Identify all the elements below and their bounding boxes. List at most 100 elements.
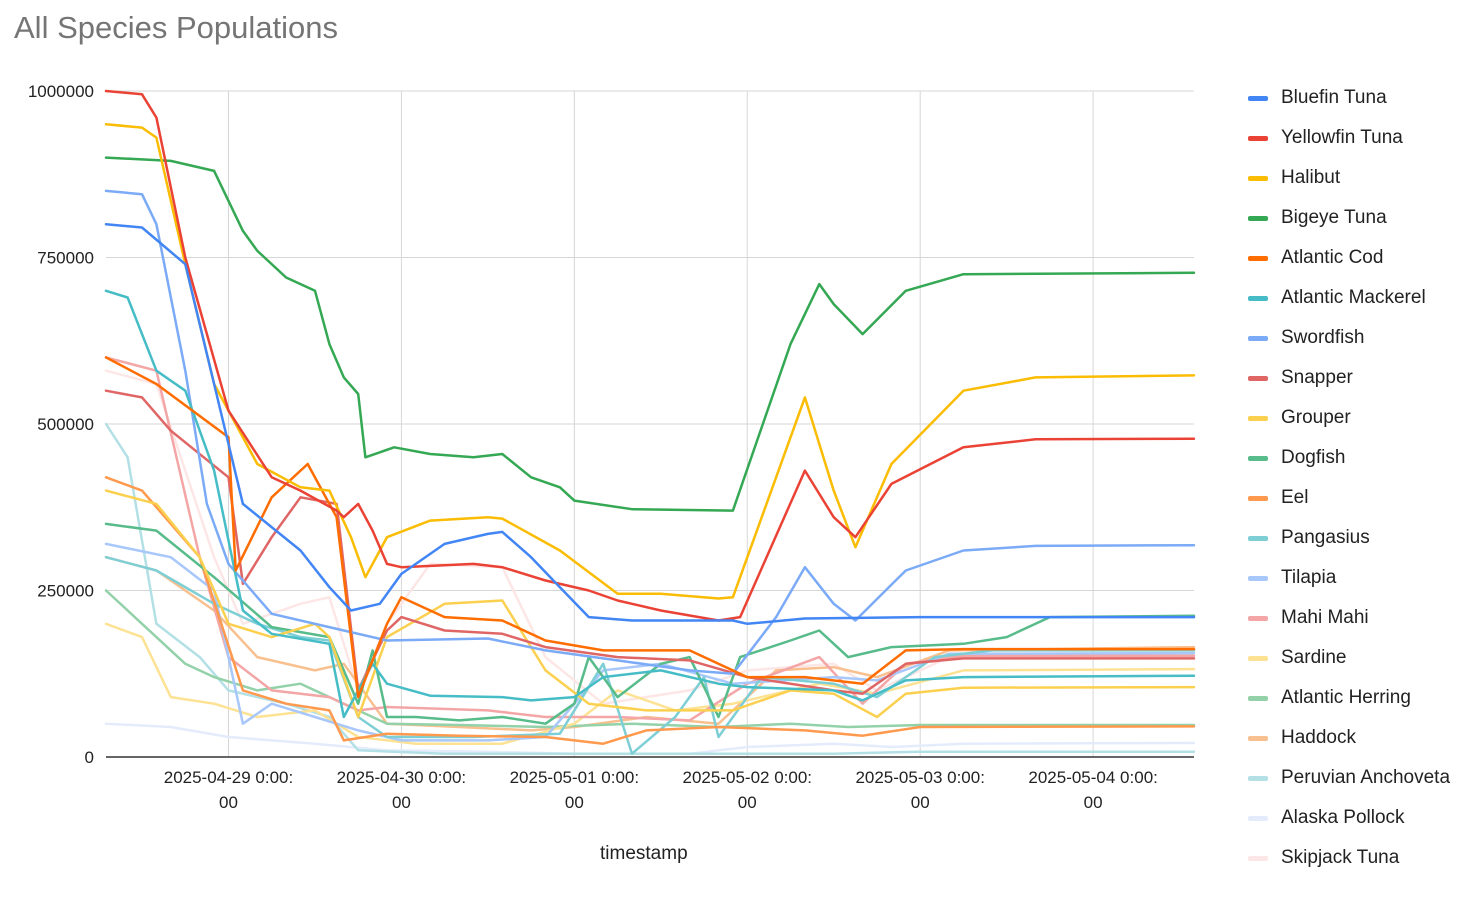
legend-swatch	[1248, 135, 1268, 141]
series-line	[104, 522, 1196, 725]
x-tick-label: 2025-05-02 0:00:	[683, 768, 813, 787]
legend-swatch	[1248, 95, 1268, 101]
legend-item: Haddock	[1248, 718, 1473, 758]
legend-swatch	[1248, 775, 1268, 781]
legend-item: Pangasius	[1248, 518, 1473, 558]
legend-item: Skipjack Tuna	[1248, 838, 1473, 878]
x-tick-label: 2025-04-29 0:00:	[164, 768, 294, 787]
legend-label: Atlantic Mackerel	[1281, 287, 1426, 308]
x-tick-label: 00	[1084, 793, 1103, 812]
legend-swatch	[1248, 415, 1268, 421]
legend-label: Yellowfin Tuna	[1281, 127, 1403, 148]
x-tick-label: 00	[911, 793, 930, 812]
series-line	[104, 389, 1196, 695]
legend-item: Tilapia	[1248, 558, 1473, 598]
series-line	[104, 89, 1196, 622]
series-line	[104, 189, 1196, 676]
legend-label: Haddock	[1281, 727, 1356, 748]
series-line	[104, 356, 1196, 699]
legend-item: Dogfish	[1248, 438, 1473, 478]
x-tick-label: 00	[738, 793, 757, 812]
series-line	[104, 589, 1196, 729]
series-line	[104, 542, 1196, 742]
y-tick-label: 0	[85, 748, 94, 767]
series-line	[104, 422, 1196, 755]
legend-label: Dogfish	[1281, 447, 1346, 468]
x-tick-label: 00	[392, 793, 411, 812]
x-tick-label: 2025-04-30 0:00:	[337, 768, 467, 787]
legend-swatch	[1248, 335, 1268, 341]
legend-item: Bigeye Tuna	[1248, 198, 1473, 238]
legend-label: Halibut	[1281, 167, 1341, 188]
legend-item: Eel	[1248, 478, 1473, 518]
gridlines	[106, 90, 1194, 757]
legend-item: Atlantic Herring	[1248, 678, 1473, 718]
x-axis-label: timestamp	[600, 843, 688, 864]
legend-item: Sardine	[1248, 638, 1473, 678]
legend-item: Atlantic Cod	[1248, 238, 1473, 278]
legend-swatch	[1248, 735, 1268, 741]
legend-label: Eel	[1281, 487, 1309, 508]
legend-swatch	[1248, 615, 1268, 621]
series-line	[104, 156, 1196, 512]
axes: 0 250000 500000 750000 1000000 2025-04-29 0:0…	[28, 82, 1194, 812]
series-line	[104, 622, 1196, 745]
legend-item: Atlantic Mackerel	[1248, 278, 1473, 318]
legend-swatch	[1248, 535, 1268, 541]
legend-swatch	[1248, 575, 1268, 581]
legend-swatch	[1248, 695, 1268, 701]
legend-label: Alaska Pollock	[1281, 807, 1405, 828]
legend-label: Atlantic Cod	[1281, 247, 1384, 268]
legend: Bluefin Tuna Yellowfin Tuna Halibut Bigeye …	[1248, 78, 1473, 878]
legend-label: Mahi Mahi	[1281, 607, 1369, 628]
legend-swatch	[1248, 375, 1268, 381]
x-tick-label: 2025-05-01 0:00:	[510, 768, 640, 787]
legend-swatch	[1248, 455, 1268, 461]
legend-item: Snapper	[1248, 358, 1473, 398]
series-line	[104, 476, 1196, 745]
legend-swatch	[1248, 255, 1268, 261]
legend-swatch	[1248, 815, 1268, 821]
x-tick-label: 00	[565, 793, 584, 812]
y-tick-label: 750000	[37, 249, 94, 268]
legend-label: Pangasius	[1281, 527, 1370, 548]
legend-label: Atlantic Herring	[1281, 687, 1411, 708]
legend-label: Peruvian Anchoveta	[1281, 767, 1451, 788]
y-tick-label: 1000000	[28, 82, 94, 101]
legend-label: Grouper	[1281, 407, 1351, 428]
legend-label: Skipjack Tuna	[1281, 847, 1400, 868]
legend-item: Mahi Mahi	[1248, 598, 1473, 638]
legend-item: Alaska Pollock	[1248, 798, 1473, 838]
y-tick-label: 500000	[37, 415, 94, 434]
legend-swatch	[1248, 495, 1268, 501]
legend-item: Swordfish	[1248, 318, 1473, 358]
series-line	[104, 555, 1196, 732]
legend-label: Tilapia	[1281, 567, 1337, 588]
legend-label: Bigeye Tuna	[1281, 207, 1387, 228]
x-tick-label: 2025-05-03 0:00:	[855, 768, 985, 787]
legend-label: Snapper	[1281, 367, 1353, 388]
series-line	[104, 123, 1196, 600]
legend-swatch	[1248, 295, 1268, 301]
legend-swatch	[1248, 855, 1268, 861]
legend-item: Yellowfin Tuna	[1248, 118, 1473, 158]
legend-label: Bluefin Tuna	[1281, 87, 1387, 108]
legend-label: Swordfish	[1281, 327, 1365, 348]
series-line	[104, 222, 1196, 626]
legend-swatch	[1248, 655, 1268, 661]
series-lines	[104, 89, 1196, 755]
chart-title: All Species Populations	[14, 10, 338, 45]
legend-item: Peruvian Anchoveta	[1248, 758, 1473, 798]
y-tick-label: 250000	[37, 582, 94, 601]
series-line	[104, 289, 1196, 719]
legend-item: Bluefin Tuna	[1248, 78, 1473, 118]
legend-item: Grouper	[1248, 398, 1473, 438]
legend-label: Sardine	[1281, 647, 1347, 668]
x-tick-label: 00	[219, 793, 238, 812]
series-line	[104, 489, 1196, 719]
x-tick-label: 2025-05-04 0:00:	[1028, 768, 1158, 787]
legend-swatch	[1248, 215, 1268, 221]
legend-swatch	[1248, 175, 1268, 181]
legend-item: Halibut	[1248, 158, 1473, 198]
